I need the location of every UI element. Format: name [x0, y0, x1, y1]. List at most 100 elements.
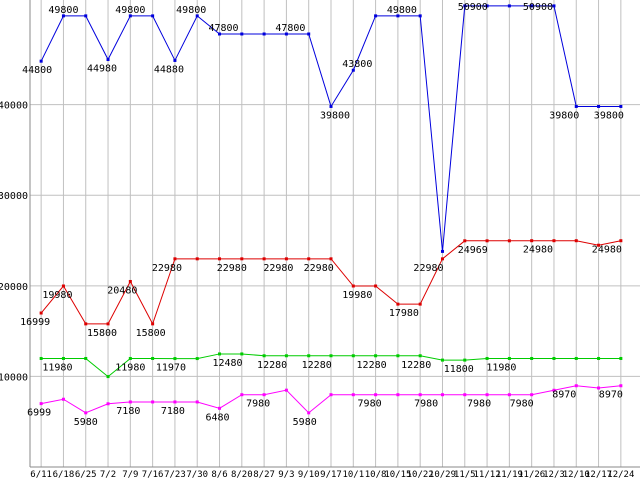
series-magenta-point-marker	[218, 406, 222, 410]
y-tick-label: 30000	[0, 191, 28, 202]
series-green-point-marker	[195, 357, 199, 361]
x-tick-label: 10/22	[407, 470, 434, 480]
point-label: 11800	[444, 364, 474, 375]
series-blue-point-marker	[39, 59, 43, 63]
series-blue-point-marker	[218, 32, 222, 36]
point-label: 24980	[592, 245, 622, 256]
series-magenta-point-marker	[463, 393, 467, 397]
series-green-point-marker	[552, 356, 556, 360]
series-green-point-marker	[151, 356, 155, 360]
x-tick-label: 11/19	[496, 470, 523, 480]
series-green-point-marker	[106, 375, 110, 379]
series-red-point-marker	[574, 239, 578, 243]
point-label: 7980	[246, 399, 270, 410]
series-magenta-point-marker	[84, 411, 88, 415]
point-label: 7980	[467, 399, 491, 410]
series-blue-point-marker	[507, 4, 511, 8]
point-label: 11980	[42, 362, 72, 373]
series-blue-point-marker	[418, 14, 422, 18]
x-tick-label: 10/29	[429, 470, 456, 480]
series-blue-point-marker	[284, 32, 288, 36]
series-magenta-point-marker	[530, 393, 534, 397]
series-red-point-marker	[485, 239, 489, 243]
point-label: 22980	[217, 263, 247, 274]
point-label: 12280	[302, 360, 332, 371]
point-label: 50900	[458, 2, 488, 13]
series-green-point-marker	[351, 354, 355, 358]
series-blue-point-marker	[530, 4, 534, 8]
series-green-point-marker	[619, 356, 623, 360]
x-tick-label: 8/27	[253, 470, 275, 480]
x-tick-label: 9/17	[320, 470, 342, 480]
series-green-point-marker	[307, 354, 311, 358]
x-tick-label: 7/2	[100, 470, 116, 480]
series-blue-point-marker	[463, 4, 467, 8]
series-magenta-point-marker	[262, 393, 266, 397]
point-label: 7180	[116, 406, 140, 417]
x-tick-label: 10/1	[342, 470, 364, 480]
series-blue-point-marker	[619, 104, 623, 108]
series-red-point-marker	[240, 257, 244, 261]
series-green-point-marker	[61, 356, 65, 360]
point-label: 49800	[48, 5, 78, 16]
series-green-point-marker	[284, 354, 288, 358]
series-red-point-marker	[619, 239, 623, 243]
series-magenta-point-marker	[418, 393, 422, 397]
point-label: 43800	[342, 59, 372, 70]
series-magenta-point-marker	[351, 393, 355, 397]
series-green-point-marker	[440, 358, 444, 362]
x-tick-label: 7/16	[142, 470, 164, 480]
series-green-point-marker	[485, 356, 489, 360]
point-label: 12480	[212, 358, 242, 369]
series-magenta-point-marker	[574, 384, 578, 388]
x-tick-label: 9/3	[278, 470, 294, 480]
series-blue-point-marker	[106, 58, 110, 62]
series-magenta-point-marker	[307, 411, 311, 415]
series-magenta-point-marker	[552, 388, 556, 392]
x-tick-label: 6/25	[75, 470, 97, 480]
series-magenta-point-marker	[195, 400, 199, 404]
y-tick-label: 10000	[0, 372, 28, 383]
series-green-point-marker	[597, 356, 601, 360]
point-label: 12280	[257, 360, 287, 371]
point-label: 12280	[401, 360, 431, 371]
series-red-point-marker	[351, 284, 355, 288]
point-label: 12280	[357, 360, 387, 371]
series-blue-point-marker	[329, 104, 333, 108]
point-label: 20480	[107, 285, 137, 296]
x-tick-label: 6/11	[30, 470, 52, 480]
series-blue-point-marker	[440, 249, 444, 253]
point-label: 39800	[549, 110, 579, 121]
x-tick-label: 7/30	[186, 470, 208, 480]
point-label: 11970	[156, 363, 186, 374]
series-green-point-marker	[530, 356, 534, 360]
series-red-point-marker	[39, 311, 43, 315]
series-magenta-point-marker	[106, 402, 110, 406]
series-blue-point-marker	[396, 14, 400, 18]
series-magenta-point-marker	[507, 393, 511, 397]
point-label: 5980	[74, 417, 98, 428]
series-magenta-point-marker	[440, 393, 444, 397]
point-label: 50900	[523, 2, 553, 13]
series-blue-point-marker	[61, 14, 65, 18]
point-label: 7980	[414, 399, 438, 410]
series-red-point-marker	[530, 239, 534, 243]
series-red-point-marker	[597, 243, 601, 247]
series-green-point-marker	[374, 354, 378, 358]
series-red-point-marker	[374, 284, 378, 288]
series-green-point-marker	[396, 354, 400, 358]
series-magenta-point-marker	[485, 393, 489, 397]
x-tick-label: 6/18	[53, 470, 75, 480]
series-red-point-marker	[61, 284, 65, 288]
series-magenta-point-marker	[39, 402, 43, 406]
series-red-point-marker	[106, 322, 110, 326]
series-magenta-point-marker	[173, 400, 177, 404]
series-blue-point-marker	[552, 4, 556, 8]
series-green-point-marker	[173, 357, 177, 361]
series-magenta-point-marker	[128, 400, 132, 404]
point-label: 47800	[275, 23, 305, 34]
x-tick-label: 8/20	[231, 470, 253, 480]
series-red-point-marker	[151, 322, 155, 326]
